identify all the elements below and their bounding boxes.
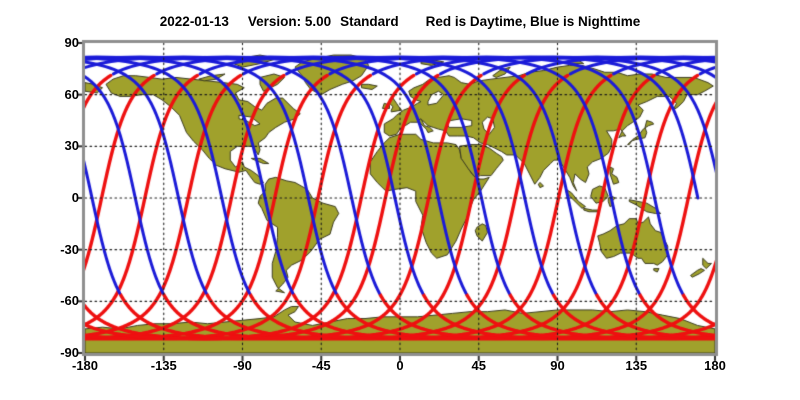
- lon-tick-label: -180: [71, 358, 99, 373]
- lon-tick-label: 0: [396, 358, 404, 373]
- lat-tick-label: 90: [64, 35, 79, 50]
- figure-title: 2022-01-13 Version: 5.00 Standard Red is…: [85, 14, 715, 29]
- lat-tick-label: -90: [60, 345, 79, 360]
- title-standard: Standard: [340, 14, 399, 29]
- lon-tick-label: 90: [550, 358, 565, 373]
- lat-tick-label: -60: [60, 293, 79, 309]
- lon-tick-label: 135: [625, 358, 648, 373]
- lat-tick-label: 0: [71, 190, 79, 205]
- lat-tick-label: 30: [64, 138, 79, 154]
- lon-tick-label: -90: [233, 358, 252, 373]
- lon-tick-label: 45: [471, 358, 486, 373]
- title-version: Version: 5.00: [247, 14, 332, 29]
- lat-tick-label: -30: [60, 241, 79, 257]
- lon-tick-label: -135: [150, 358, 177, 373]
- title-date: 2022-01-13: [159, 14, 229, 29]
- lon-tick-label: 180: [704, 358, 726, 373]
- lat-tick-label: 60: [64, 86, 79, 102]
- lon-tick-label: -45: [311, 358, 331, 373]
- title-legend: Red is Daytime, Blue is Nighttime: [425, 14, 641, 29]
